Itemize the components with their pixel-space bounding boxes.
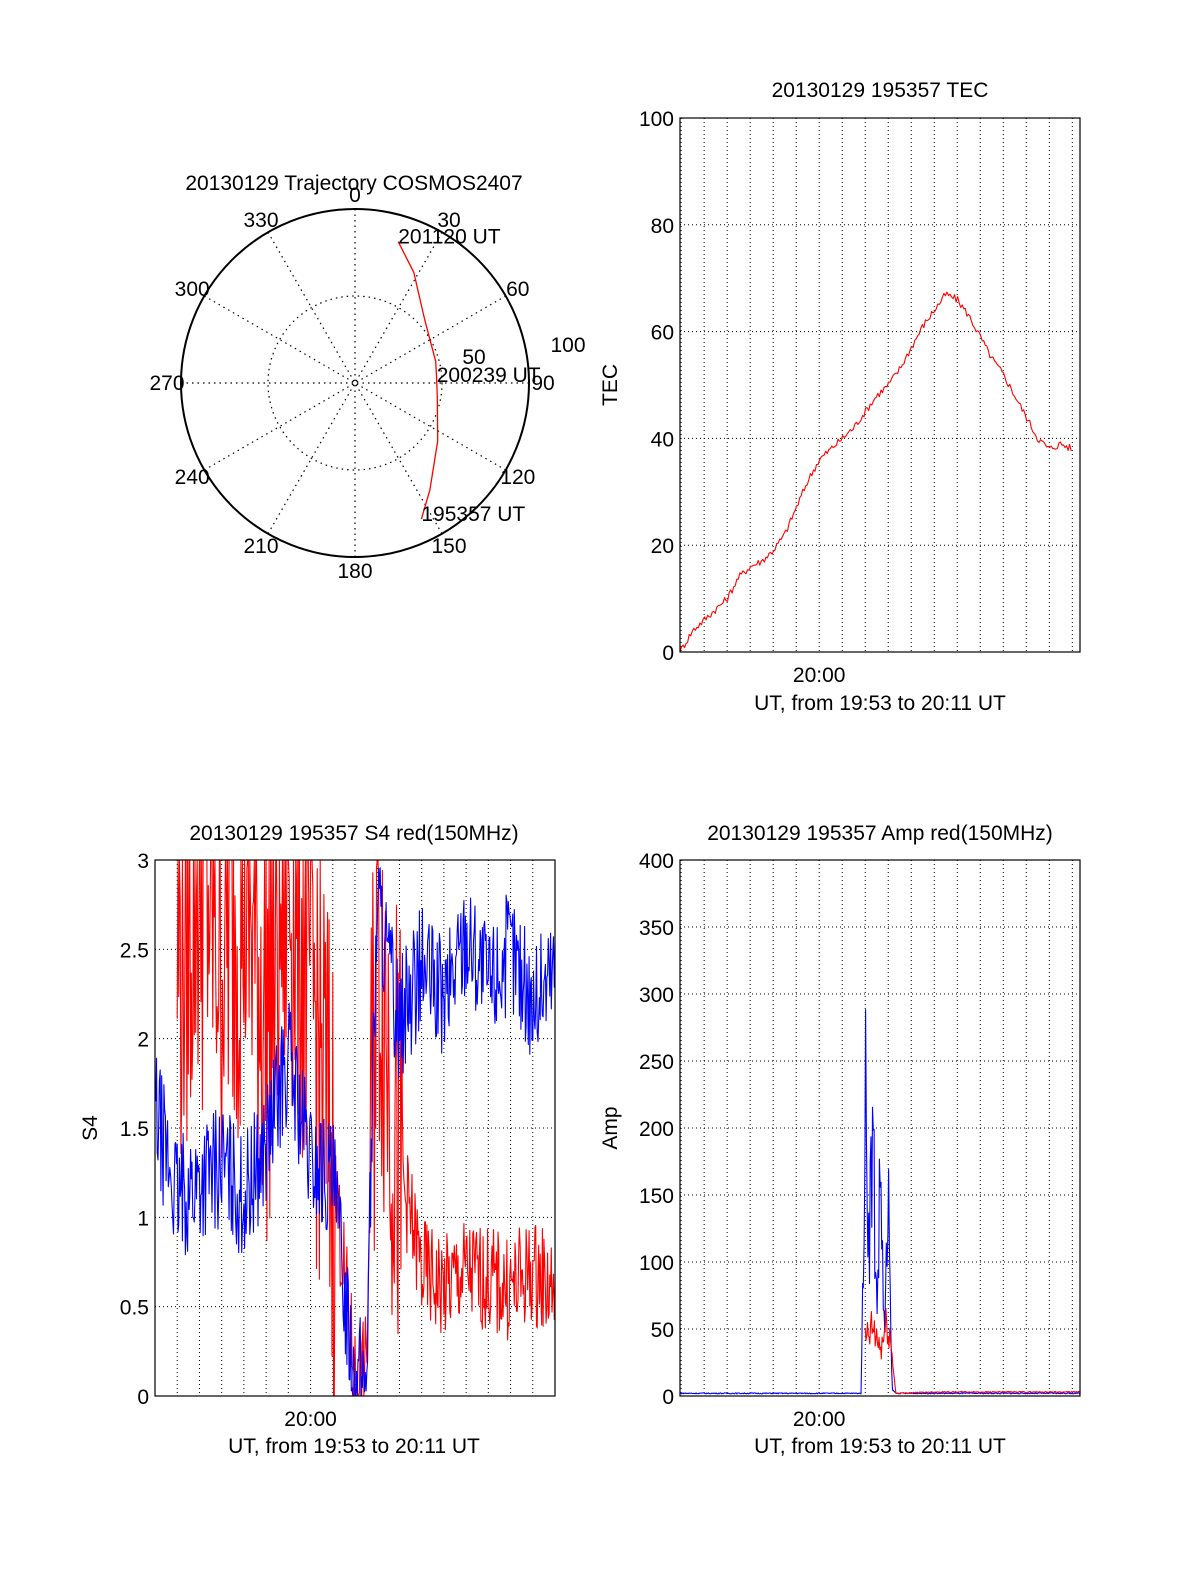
- y-tick-label: 50: [651, 1319, 674, 1342]
- y-tick-label: 0: [137, 1386, 149, 1409]
- polar-azimuth-label: 60: [506, 278, 529, 301]
- series-line: [679, 291, 1072, 653]
- s4-xlabel: UT, from 19:53 to 20:11 UT: [228, 1435, 480, 1458]
- y-tick-label: 100: [639, 1252, 674, 1275]
- polar-grid: [180, 208, 530, 558]
- polar-series: [397, 241, 439, 520]
- amp-title: 20130129 195357 Amp red(150MHz): [707, 822, 1053, 845]
- y-tick-label: 2.5: [120, 939, 149, 962]
- polar-spoke: [267, 232, 443, 534]
- y-tick-label: 150: [639, 1185, 674, 1208]
- tec-title: 20130129 195357 TEC: [772, 79, 989, 102]
- polar-spoke: [267, 232, 443, 534]
- series-line: [679, 1009, 1080, 1395]
- polar-trajectory-panel: 20130129 Trajectory COSMOS2407 0 30 60 90 12…: [149, 172, 585, 583]
- polar-radial-label: 100: [550, 334, 585, 357]
- polar-annotations: 201120 UT 200239 UT 195357 UT: [398, 226, 541, 526]
- x-tick-label: 20:00: [793, 1408, 846, 1431]
- polar-azimuth-label: 0: [349, 184, 361, 207]
- y-tick-label: 40: [651, 428, 674, 451]
- y-tick-label: 1.5: [120, 1118, 149, 1141]
- plot-frame: [154, 859, 556, 1397]
- tec-panel: 20130129 195357 TEC UT, from 19:53 to 20…: [599, 79, 1081, 715]
- s4-panel: 20130129 195357 S4 red(150MHz) UT, from …: [79, 822, 556, 1458]
- polar-inner-circle: [267, 295, 443, 471]
- y-tick-label: 3: [137, 850, 149, 873]
- polar-time-annotation: 200239 UT: [437, 364, 541, 387]
- series-line: [864, 1307, 1081, 1395]
- polar-time-annotation: 201120 UT: [398, 226, 501, 249]
- amp-ylabel: Amp: [599, 1106, 622, 1149]
- polar-azimuth-label: 30: [437, 209, 460, 232]
- s4-title: 20130129 195357 S4 red(150MHz): [189, 822, 518, 845]
- polar-azimuth-label: 270: [149, 372, 184, 395]
- plot-frame: [679, 859, 1081, 1397]
- polar-labels: 0 30 60 90 120 150 180 210 240 270 300 330 50 100: [149, 184, 585, 583]
- polar-azimuth-label: 180: [337, 560, 372, 583]
- x-tick-label: 20:00: [284, 1408, 337, 1431]
- y-tick-label: 0.5: [120, 1297, 149, 1320]
- polar-azimuth-label: 120: [500, 466, 535, 489]
- polar-azimuth-label: 330: [243, 209, 278, 232]
- tec-plot-area: 0 20 40 60 80 100 20:00: [639, 108, 1081, 687]
- polar-azimuth-label: 240: [175, 466, 210, 489]
- y-tick-label: 2: [137, 1029, 149, 1052]
- y-tick-label: 0: [662, 1386, 674, 1409]
- tec-xlabel: UT, from 19:53 to 20:11 UT: [754, 692, 1006, 715]
- series-line: [176, 859, 556, 1397]
- polar-time-annotation: 195357 UT: [421, 503, 525, 526]
- plot-frame: [679, 117, 1081, 653]
- y-tick-label: 80: [651, 215, 674, 238]
- amp-plot-area: 0 50 100 150 200 250 300 350 400 20:00: [639, 850, 1081, 1431]
- polar-azimuth-label: 300: [175, 278, 210, 301]
- polar-title: 20130129 Trajectory COSMOS2407: [185, 172, 522, 195]
- y-tick-label: 250: [639, 1051, 674, 1074]
- amp-panel: 20130129 195357 Amp red(150MHz) UT, from…: [599, 822, 1081, 1458]
- y-tick-label: 0: [662, 642, 674, 665]
- x-tick-label: 20:00: [793, 664, 846, 687]
- y-tick-label: 1: [137, 1207, 149, 1230]
- y-tick-label: 200: [639, 1118, 674, 1141]
- tec-ylabel: TEC: [599, 364, 622, 406]
- amp-xlabel: UT, from 19:53 to 20:11 UT: [754, 1435, 1006, 1458]
- y-tick-label: 20: [651, 535, 674, 558]
- polar-azimuth-label: 150: [431, 535, 466, 558]
- s4-plot-area: 0 0.5 1 1.5 2 2.5 3 20:00: [120, 850, 556, 1431]
- polar-azimuth-label: 210: [243, 535, 278, 558]
- polar-trajectory-line: [397, 241, 439, 520]
- y-tick-label: 60: [651, 322, 674, 345]
- y-tick-label: 350: [639, 917, 674, 940]
- s4-ylabel: S4: [79, 1115, 102, 1141]
- y-tick-label: 300: [639, 984, 674, 1007]
- y-tick-label: 100: [639, 108, 674, 131]
- y-tick-label: 400: [639, 850, 674, 873]
- polar-radial-label: 50: [462, 346, 485, 369]
- polar-azimuth-label: 90: [531, 372, 554, 395]
